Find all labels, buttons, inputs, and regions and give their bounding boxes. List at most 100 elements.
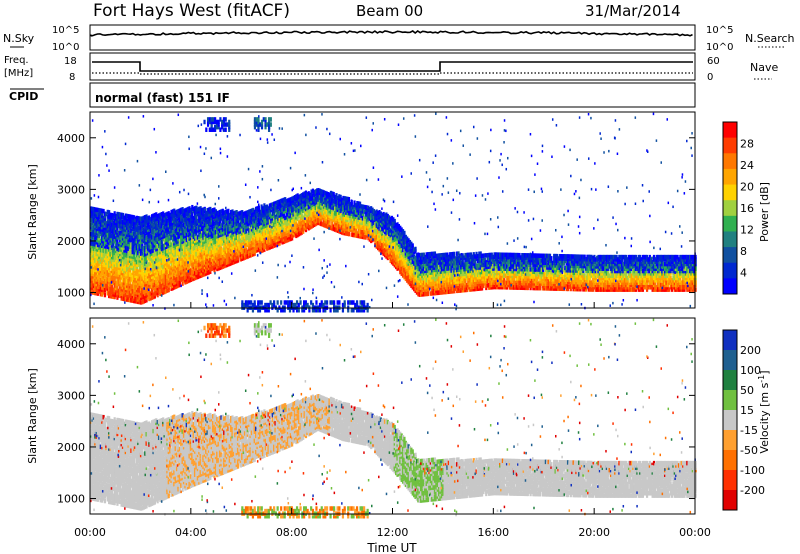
power-cell xyxy=(139,249,143,254)
power-cell xyxy=(113,225,116,230)
power-cell xyxy=(142,217,145,223)
power-cell xyxy=(169,247,172,253)
power-cell xyxy=(112,231,115,237)
power-cell xyxy=(110,268,113,274)
power-cell xyxy=(103,269,107,275)
power-cell xyxy=(101,222,104,228)
power-cell xyxy=(153,254,156,260)
power-cell xyxy=(181,265,184,270)
power-cell xyxy=(103,237,107,242)
power-cell xyxy=(91,280,94,286)
power-cell xyxy=(139,216,143,222)
power-cell xyxy=(182,231,186,237)
power-cell xyxy=(132,275,136,281)
power-cell xyxy=(145,297,148,303)
power-cell xyxy=(131,268,134,273)
power-cell xyxy=(114,288,118,293)
power-cell xyxy=(94,251,97,256)
power-cell xyxy=(181,272,184,277)
power-cell xyxy=(103,248,107,254)
power-cell xyxy=(181,274,184,279)
power-cell xyxy=(164,284,168,289)
power-cell xyxy=(120,266,123,271)
power-cell xyxy=(95,260,98,266)
power-cell xyxy=(112,257,115,262)
power-cell xyxy=(184,252,187,257)
power-cell xyxy=(105,232,108,238)
power-cell xyxy=(131,235,134,241)
power-cell xyxy=(181,207,184,212)
power-cell xyxy=(95,242,98,247)
power-cell xyxy=(135,234,138,239)
power-cell xyxy=(170,242,173,247)
power-cell xyxy=(145,258,148,263)
power-cell xyxy=(185,265,188,271)
power-cell xyxy=(138,248,141,254)
power-cell xyxy=(180,263,183,268)
power-cell xyxy=(126,297,129,302)
power-cell xyxy=(116,265,119,270)
power-cell xyxy=(141,220,144,226)
power-cell xyxy=(117,216,120,222)
power-cell xyxy=(123,294,126,299)
power-cell xyxy=(181,216,184,221)
power-cell xyxy=(116,228,119,233)
power-cell xyxy=(101,255,104,260)
power-cell xyxy=(164,244,168,250)
power-cell xyxy=(119,237,122,243)
power-cell xyxy=(185,272,188,277)
power-cell xyxy=(105,276,108,282)
power-cell xyxy=(162,253,165,258)
power-cell xyxy=(173,264,176,269)
power-cell xyxy=(184,263,187,269)
power-cell xyxy=(134,282,137,288)
power-cell xyxy=(175,269,179,275)
power-cell xyxy=(117,230,120,236)
power-cell xyxy=(117,265,120,270)
power-cell xyxy=(174,219,177,225)
power-cell xyxy=(127,297,130,303)
power-cell xyxy=(167,273,170,279)
power-cell xyxy=(180,242,183,248)
power-cell xyxy=(109,219,112,225)
power-cell xyxy=(126,232,129,237)
power-cell xyxy=(164,219,168,224)
power-cell xyxy=(102,208,105,214)
power-cell xyxy=(169,229,172,234)
power-cell xyxy=(149,293,152,299)
power-cell xyxy=(139,260,143,266)
power-cell xyxy=(131,221,134,227)
power-cell xyxy=(171,264,175,270)
power-cell xyxy=(181,214,184,219)
power-cell xyxy=(145,249,148,254)
power-cell xyxy=(162,232,165,237)
power-cell xyxy=(182,273,186,279)
power-cell xyxy=(116,260,119,266)
power-cell xyxy=(169,215,172,220)
power-cell xyxy=(138,255,141,261)
power-cell xyxy=(185,267,188,273)
power-cell xyxy=(169,233,172,239)
power-cell xyxy=(184,233,187,239)
power-cell xyxy=(141,246,144,251)
power-cell xyxy=(138,292,141,298)
power-cell xyxy=(162,271,165,277)
power-cell xyxy=(180,207,183,213)
power-cell xyxy=(112,243,115,248)
power-cell xyxy=(157,259,161,265)
power-cell xyxy=(135,222,138,228)
power-cell xyxy=(153,289,156,294)
power-cell xyxy=(110,215,113,220)
power-cell xyxy=(128,253,132,259)
power-cell xyxy=(149,277,152,282)
power-cell xyxy=(174,252,177,257)
power-cell xyxy=(142,215,145,221)
power-cell xyxy=(169,254,172,260)
power-cell xyxy=(103,241,107,247)
power-cell xyxy=(162,220,165,226)
power-cell xyxy=(121,259,125,264)
power-cell xyxy=(124,243,127,249)
power-cell xyxy=(119,251,122,257)
power-cell xyxy=(149,261,152,266)
power-cell xyxy=(91,278,94,284)
